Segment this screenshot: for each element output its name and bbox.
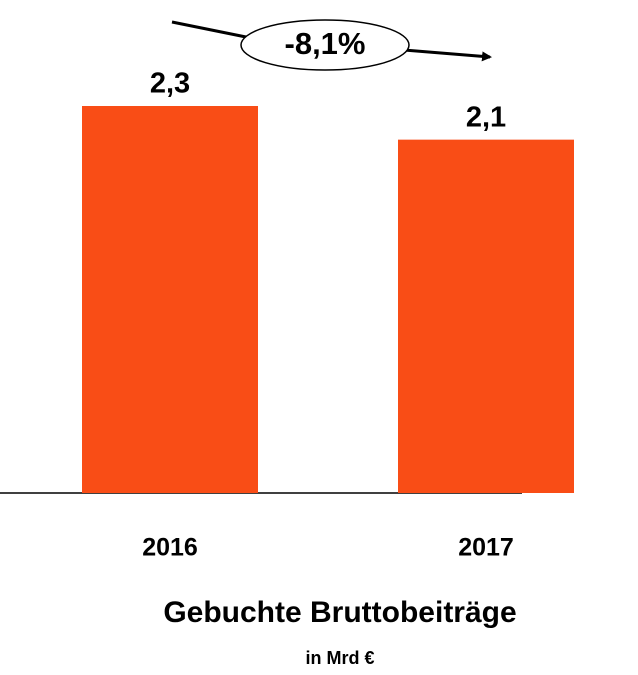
value-label: 2,1 [466, 101, 506, 133]
annotation-line [171, 20, 247, 39]
annotation-ellipse [240, 19, 410, 71]
chart-title: Gebuchte Bruttobeiträge [163, 596, 516, 629]
annotation-arrow [403, 48, 492, 62]
bar [398, 139, 574, 494]
x-tick-label: 2016 [142, 534, 198, 562]
value-label: 2,3 [150, 68, 190, 100]
x-tick-label: 2017 [458, 534, 514, 562]
bar [82, 106, 258, 493]
annotation: -8,1% [285, 26, 366, 61]
chart-subtitle: in Mrd € [305, 648, 374, 668]
